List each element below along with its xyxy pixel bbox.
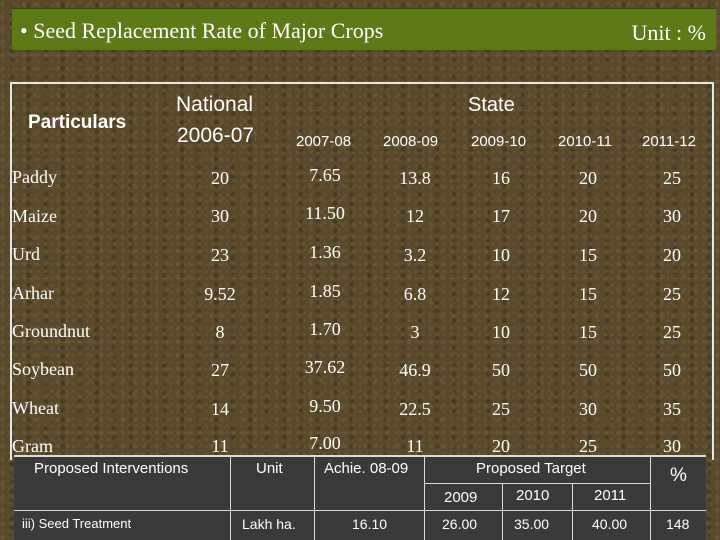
value-cell: 15 <box>579 322 597 342</box>
value-cell: 9.50 <box>309 396 341 416</box>
national-value: 9.52 <box>204 284 236 304</box>
national-value: 8 <box>215 322 225 342</box>
value-cell: 25 <box>663 168 681 188</box>
value-cell: 1.70 <box>309 319 341 339</box>
percent-col-header: % <box>670 465 687 486</box>
page-title: • Seed Replacement Rate of Major Crops <box>20 18 384 43</box>
value-cell: 30 <box>663 206 681 226</box>
value-cell: 20 <box>663 245 681 265</box>
value-cell: 7.00 <box>309 433 341 453</box>
value-cell: 7.65 <box>309 165 341 185</box>
target-year: 2010 <box>516 487 550 504</box>
national-value: 11 <box>211 436 229 456</box>
value-cell: 3.2 <box>403 245 427 265</box>
particulars-header: Particulars <box>28 112 127 133</box>
table-frame-left <box>10 82 12 460</box>
year-header: 2008-09 <box>383 133 439 150</box>
value-cell: 11 <box>406 436 424 456</box>
value-cell: 10 <box>492 245 510 265</box>
target-value: 26.00 <box>442 516 478 532</box>
crop-name: Urd <box>12 244 40 264</box>
year-header: 2009-10 <box>471 133 527 150</box>
value-cell: 25 <box>663 284 681 304</box>
intervention-name: iii) Seed Treatment <box>22 516 132 531</box>
value-cell: 10 <box>492 322 510 342</box>
value-cell: 17 <box>492 206 510 226</box>
national-value: 23 <box>211 245 229 265</box>
value-cell: 50 <box>492 360 510 380</box>
crop-name: Wheat <box>12 398 59 418</box>
value-cell: 12 <box>492 284 510 304</box>
value-cell: 50 <box>579 360 597 380</box>
value-cell: 30 <box>663 436 681 456</box>
value-cell: 25 <box>492 399 510 419</box>
table-frame-right <box>712 82 714 460</box>
crop-name: Groundnut <box>12 321 90 341</box>
national-value: 30 <box>211 206 229 226</box>
national-value: 27 <box>211 360 229 380</box>
value-cell: 37.62 <box>304 357 346 377</box>
value-cell: 35 <box>663 399 681 419</box>
year-header: 2007-08 <box>296 133 352 150</box>
national-year-header: 2006-07 <box>177 124 255 147</box>
value-cell: 15 <box>579 284 597 304</box>
national-value: 14 <box>211 399 229 419</box>
target-col-header: Proposed Target <box>476 460 586 477</box>
value-cell: 20 <box>579 168 597 188</box>
achievement-col-header: Achie. 08-09 <box>324 460 409 477</box>
value-cell: 11.50 <box>305 203 345 223</box>
value-cell: 6.8 <box>403 284 427 304</box>
unit-label: Unit : % <box>631 20 706 45</box>
value-cell: 50 <box>663 360 681 380</box>
target-year: 2009 <box>444 489 478 506</box>
intervention-achievement: 16.10 <box>352 516 388 532</box>
panel-col-divider <box>424 455 425 540</box>
crop-name: Paddy <box>12 167 57 187</box>
value-cell: 30 <box>579 399 597 419</box>
table-frame-top <box>10 82 714 84</box>
panel-border-top <box>14 455 706 457</box>
unit-col-header: Unit <box>256 460 283 477</box>
national-header: National <box>176 93 254 116</box>
intervention-unit: Lakh ha. <box>242 516 296 532</box>
title-bar: • Seed Replacement Rate of Major Crops U… <box>12 8 716 50</box>
value-cell: 16 <box>492 168 510 188</box>
year-header: 2010-11 <box>558 133 612 150</box>
value-cell: 25 <box>663 322 681 342</box>
crop-name: Arhar <box>12 283 54 303</box>
value-cell: 12 <box>406 206 424 226</box>
panel-col-divider <box>502 483 503 540</box>
panel-row-divider <box>14 510 706 511</box>
value-cell: 20 <box>492 436 510 456</box>
year-header: 2011-12 <box>642 133 696 150</box>
panel-col-divider <box>230 455 231 540</box>
crop-name: Soybean <box>12 359 74 379</box>
interventions-col-header: Proposed Interventions <box>34 460 189 477</box>
value-cell: 13.8 <box>399 168 431 188</box>
crop-name: Maize <box>12 206 57 226</box>
value-cell: 22.5 <box>399 399 431 419</box>
value-cell: 1.85 <box>309 281 341 301</box>
value-cell: 25 <box>579 436 597 456</box>
value-cell: 20 <box>579 206 597 226</box>
target-year: 2011 <box>594 487 627 504</box>
panel-col-divider <box>650 455 651 540</box>
interventions-panel: Proposed Interventions Unit Achie. 08-09… <box>14 455 706 540</box>
value-cell: 3 <box>410 322 420 342</box>
value-cell: 46.9 <box>399 360 431 380</box>
percent-value: 148 <box>666 516 690 532</box>
value-cell: 1.36 <box>309 242 341 262</box>
value-cell: 15 <box>579 245 597 265</box>
crop-name: Gram <box>12 436 53 456</box>
panel-col-divider <box>572 483 573 540</box>
state-header: State <box>468 94 515 116</box>
target-value: 40.00 <box>592 516 628 532</box>
panel-target-divider <box>424 483 650 484</box>
panel-col-divider <box>314 455 315 540</box>
national-value: 20 <box>211 168 229 188</box>
target-value: 35.00 <box>514 516 550 532</box>
